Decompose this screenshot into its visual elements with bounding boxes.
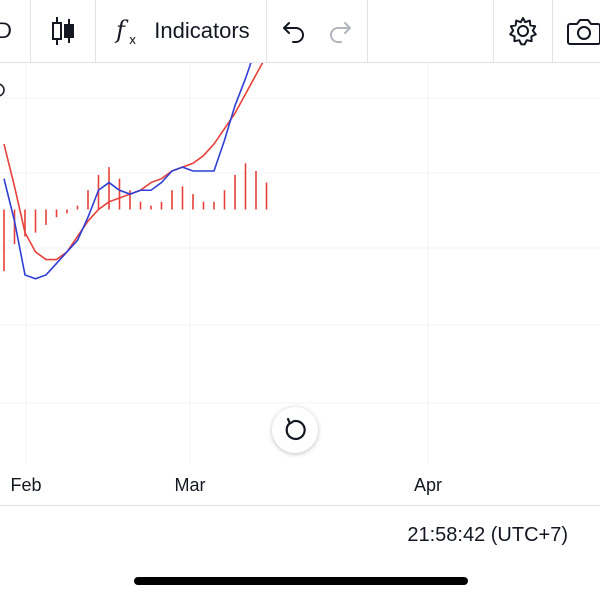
reset-chart-button[interactable] — [272, 407, 318, 453]
screenshot-button[interactable] — [560, 0, 600, 62]
camera-icon — [567, 19, 600, 45]
macd-chart — [0, 27, 600, 463]
macd-line — [3, 27, 278, 280]
toolbar-divider — [266, 0, 267, 62]
interval-label: D — [0, 18, 12, 43]
gear-icon — [509, 17, 537, 46]
candlestick-icon — [52, 17, 74, 45]
chart-grid — [0, 63, 600, 463]
x-tick-label: Apr — [413, 475, 443, 495]
indicators-button[interactable]: f x Indicators — [96, 0, 266, 62]
redo-button[interactable] — [320, 0, 360, 62]
reset-icon — [285, 417, 306, 441]
indicators-label: Indicators — [154, 18, 250, 43]
x-tick-label: Mar — [174, 475, 206, 495]
x-tick-label: Feb — [10, 475, 42, 495]
chart-pane[interactable] — [0, 27, 600, 463]
toolbar-divider — [493, 0, 494, 62]
chart-type-button[interactable] — [31, 0, 95, 62]
svg-text:x: x — [129, 33, 136, 47]
time-axis[interactable]: Feb Mar Apr — [0, 463, 600, 506]
redo-icon — [330, 22, 351, 43]
undo-icon — [283, 22, 304, 43]
settings-button[interactable] — [494, 0, 552, 62]
toolbar-divider — [367, 0, 368, 62]
svg-text:f: f — [114, 16, 129, 44]
clock-time: 21:58:42 (UTC+7) — [407, 524, 568, 546]
function-fx-icon: f x — [114, 16, 136, 47]
toolbar-divider — [30, 0, 31, 62]
toolbar-divider — [552, 0, 553, 62]
histogram-series — [3, 163, 268, 272]
interval-button[interactable]: D — [0, 0, 12, 62]
chart-toolbar: D f x Indicators — [0, 0, 600, 63]
home-indicator[interactable] — [134, 577, 468, 585]
toolbar-divider — [95, 0, 96, 62]
cut-off-scale-glyph — [0, 83, 5, 97]
undo-button[interactable] — [274, 0, 314, 62]
signal-line — [3, 55, 268, 261]
